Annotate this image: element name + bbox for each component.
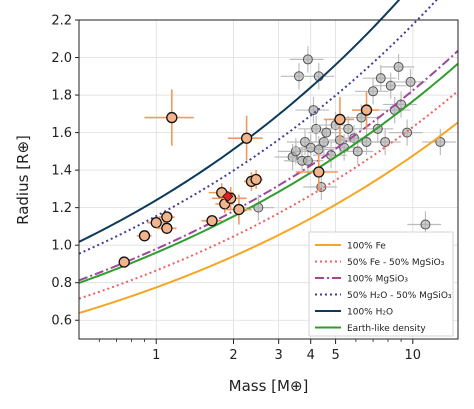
legend-entry: 50% Fe - 50% MgSiO₃	[347, 258, 445, 268]
highlighted-point-marker	[233, 203, 245, 216]
highlighted-points	[118, 89, 380, 268]
background-point-marker	[305, 142, 316, 153]
x-tick-label: 2	[229, 348, 237, 363]
curve-50-h-o-50-mgsio-	[78, 0, 438, 255]
highlighted-point-marker	[240, 132, 253, 144]
x-tick-label: 10	[405, 348, 422, 363]
y-tick-label: 1.2	[51, 201, 72, 216]
y-tick-label: 1.6	[51, 126, 72, 141]
highlighted-point-marker	[150, 217, 162, 229]
highlighted-point-marker	[161, 222, 173, 234]
y-tick-label: 2.2	[51, 14, 72, 29]
highlighted-point	[146, 217, 165, 229]
x-tick-label: 5	[331, 348, 339, 363]
highlighted-point-marker	[138, 230, 151, 242]
background-point-marker	[385, 80, 396, 91]
red-diamond-point	[222, 190, 234, 202]
background-point	[380, 53, 415, 81]
highlighted-point	[224, 194, 252, 225]
legend-entry: 100% H₂O	[347, 308, 393, 318]
highlighted-point	[323, 96, 355, 142]
background-point-marker	[311, 123, 322, 134]
axes-frame	[78, 19, 459, 340]
axis-ticks: 0.6 0.8 1.0 1.2 1.4 1.6 1.8 2.0 2.2 1 2 3 4 5 10	[51, 14, 421, 364]
background-point	[388, 119, 423, 146]
background-point	[308, 119, 342, 146]
highlighted-point	[118, 256, 130, 268]
background-point-marker	[405, 76, 416, 87]
background-point	[422, 128, 456, 156]
background-point	[367, 128, 401, 156]
highlighted-point	[249, 170, 263, 189]
highlighted-point	[227, 115, 263, 161]
highlighted-point-marker	[250, 173, 262, 186]
legend-box	[308, 231, 454, 337]
background-point-marker	[318, 136, 329, 147]
background-point-marker	[368, 86, 379, 97]
background-point-marker	[308, 105, 319, 116]
background-point	[354, 78, 389, 105]
background-point-marker	[352, 146, 363, 157]
background-point-marker	[290, 146, 301, 157]
highlighted-point	[295, 153, 338, 191]
curve-100-h-o	[78, 0, 401, 243]
highlighted-point-marker	[334, 113, 346, 126]
background-point-marker	[302, 54, 313, 65]
highlighted-point-marker	[161, 211, 173, 223]
background-point	[277, 138, 312, 165]
y-tick-label: 0.8	[51, 276, 72, 291]
background-point-marker	[321, 127, 332, 138]
curve-100-fe	[78, 121, 459, 315]
legend-entry: 100% Fe	[347, 242, 386, 252]
background-point-marker	[420, 219, 431, 230]
curve-50-fe-50-mgsio-	[78, 90, 459, 300]
background-point	[372, 72, 407, 99]
y-axis-label: Radius [R⊕]	[14, 135, 32, 225]
y-tick-label: 1.8	[51, 89, 72, 104]
curve-100-mgsio-	[78, 50, 459, 282]
highlighted-point-marker	[313, 166, 325, 178]
highlighted-point	[144, 89, 194, 146]
background-point	[407, 211, 442, 238]
curve-earth-like-density	[78, 62, 459, 284]
y-tick-label: 0.6	[51, 314, 72, 329]
x-axis-label: Mass [M⊕]	[229, 377, 309, 395]
highlighted-point	[158, 211, 175, 223]
legend-entry: Earth-like density	[347, 324, 426, 334]
y-tick-label: 1.0	[51, 239, 72, 254]
background-point	[392, 68, 427, 96]
background-point-marker	[435, 136, 446, 147]
y-tick-label: 1.4	[51, 164, 72, 179]
x-tick-label: 4	[307, 348, 315, 363]
background-point-marker	[380, 136, 391, 147]
model-curves	[78, 0, 459, 315]
highlighted-point	[201, 215, 222, 227]
background-point-marker	[402, 127, 413, 138]
y-tick-label: 2.0	[51, 51, 72, 66]
highlighted-point-marker	[118, 256, 130, 268]
x-tick-label: 3	[275, 348, 283, 363]
highlighted-point	[156, 222, 177, 234]
highlighted-point	[136, 230, 152, 242]
background-point-marker	[343, 123, 354, 134]
background-point-marker	[375, 73, 386, 84]
highlighted-point-marker	[206, 215, 218, 227]
legend-entry: 50% H₂O - 50% MgSiO₃	[347, 291, 452, 301]
highlighted-point	[352, 91, 380, 129]
x-tick-label: 1	[152, 348, 160, 363]
highlighted-point-marker	[166, 111, 178, 124]
legend: 100% Fe 50% Fe - 50% MgSiO₃ 100% MgSiO₃ 50%…	[308, 231, 454, 337]
legend-entry: 100% MgSiO₃	[347, 275, 408, 285]
highlighted-point-marker	[360, 104, 373, 116]
background-point	[289, 46, 324, 73]
background-point-marker	[393, 61, 404, 72]
